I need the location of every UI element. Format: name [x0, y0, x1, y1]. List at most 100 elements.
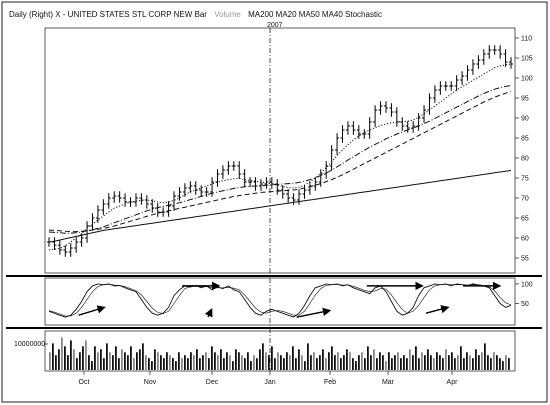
ma50-line	[48, 91, 512, 233]
price-tick-label: 100	[521, 76, 533, 83]
volume-bar	[169, 355, 171, 370]
volume-bar	[502, 361, 504, 370]
volume-bar	[469, 355, 471, 370]
volume-bar	[58, 349, 60, 370]
volume-bar	[487, 355, 489, 370]
chart-header: Daily (Right) X - UNITED STATES STL CORP…	[9, 10, 382, 19]
volume-bar	[361, 352, 363, 370]
volume-bar	[337, 352, 339, 370]
volume-bar	[505, 355, 507, 370]
volume-bars	[49, 337, 510, 370]
volume-bar	[430, 355, 432, 370]
volume-bar	[130, 346, 132, 370]
stochastic-arrow	[425, 305, 450, 314]
volume-bar	[208, 358, 210, 370]
volume-bar	[196, 349, 198, 370]
month-label: Nov	[144, 379, 157, 386]
volume-bar	[328, 352, 330, 370]
volume-bar	[355, 361, 357, 370]
volume-bar	[262, 343, 264, 370]
volume-bar	[160, 355, 162, 370]
price-tick-label: 105	[521, 56, 533, 63]
volume-bar	[349, 352, 351, 370]
price-tick-label: 80	[521, 156, 529, 163]
volume-bar	[385, 361, 387, 370]
stochastic-tick-label: 100	[521, 281, 533, 288]
volume-bar	[391, 358, 393, 370]
month-label: Oct	[79, 379, 90, 386]
volume-bar	[244, 358, 246, 370]
price-tick-label: 65	[521, 216, 529, 223]
price-tick-label: 55	[521, 256, 529, 263]
volume-bar	[211, 346, 213, 370]
volume-bar	[190, 352, 192, 370]
volume-bar	[490, 358, 492, 370]
volume-bar	[178, 352, 180, 370]
volume-bar	[307, 343, 309, 370]
volume-bar	[394, 355, 396, 370]
volume-bar	[445, 349, 447, 370]
month-label: Feb	[324, 379, 336, 386]
volume-bar	[226, 352, 228, 370]
volume-bar	[229, 355, 231, 370]
stochastic-arrow	[296, 307, 332, 318]
volume-bar	[70, 340, 72, 370]
volume-bar	[367, 346, 369, 370]
volume-bar	[412, 355, 414, 370]
volume-bar	[400, 358, 402, 370]
price-tick-label: 90	[521, 116, 529, 123]
volume-bar	[496, 355, 498, 370]
volume-bar	[109, 352, 111, 370]
volume-bar	[145, 355, 147, 370]
volume-bar	[424, 355, 426, 370]
stochastic-k-line	[48, 283, 512, 318]
month-label: Jan	[264, 379, 275, 386]
volume-bar	[472, 358, 474, 370]
volume-bar	[340, 358, 342, 370]
stochastic-panel-frame	[44, 277, 516, 326]
volume-bar	[280, 355, 282, 370]
volume-bar	[481, 352, 483, 370]
volume-bar	[55, 355, 57, 370]
volume-bar	[193, 355, 195, 370]
volume-bar	[67, 355, 69, 370]
volume-bar	[322, 349, 324, 370]
ma40-line	[48, 85, 512, 234]
volume-bar	[232, 361, 234, 370]
price-tick-label: 70	[521, 196, 529, 203]
stochastic-tick-label: 50	[521, 301, 529, 308]
volume-bar	[223, 358, 225, 370]
volume-bar	[220, 349, 222, 370]
volume-bar	[61, 337, 63, 370]
stochastic-arrow	[204, 308, 213, 318]
volume-bar	[184, 355, 186, 370]
header-indicators: MA200 MA20 MA50 MA40 Stochastic	[248, 10, 382, 19]
volume-bar	[82, 346, 84, 370]
volume-bar	[421, 352, 423, 370]
price-axis: 55 60 65 70 75 80 85 90 95 100 105 110	[515, 36, 533, 263]
year-divider-label: 2007	[267, 22, 283, 29]
volume-bar	[172, 358, 174, 370]
volume-bar	[379, 352, 381, 370]
stochastic-axis: 50 100	[515, 281, 533, 308]
volume-panel-frame	[44, 330, 516, 372]
volume-bar	[370, 355, 372, 370]
volume-bar	[52, 343, 54, 370]
volume-bar	[199, 358, 201, 370]
volume-bar	[454, 358, 456, 370]
volume-bar	[478, 355, 480, 370]
volume-bar	[382, 355, 384, 370]
volume-bar	[268, 355, 270, 370]
volume-bar	[388, 352, 390, 370]
volume-bar	[418, 358, 420, 370]
volume-bar	[175, 361, 177, 370]
volume-bar	[238, 352, 240, 370]
volume-bar	[250, 361, 252, 370]
price-panel: 55 60 65 70 75 80 85 90 95 100 105 110	[44, 27, 533, 274]
volume-bar	[319, 355, 321, 370]
volume-bar	[475, 349, 477, 370]
header-volume-label: Volume	[214, 10, 241, 19]
stochastic-arrow	[78, 305, 106, 316]
month-label: Dec	[206, 379, 219, 386]
